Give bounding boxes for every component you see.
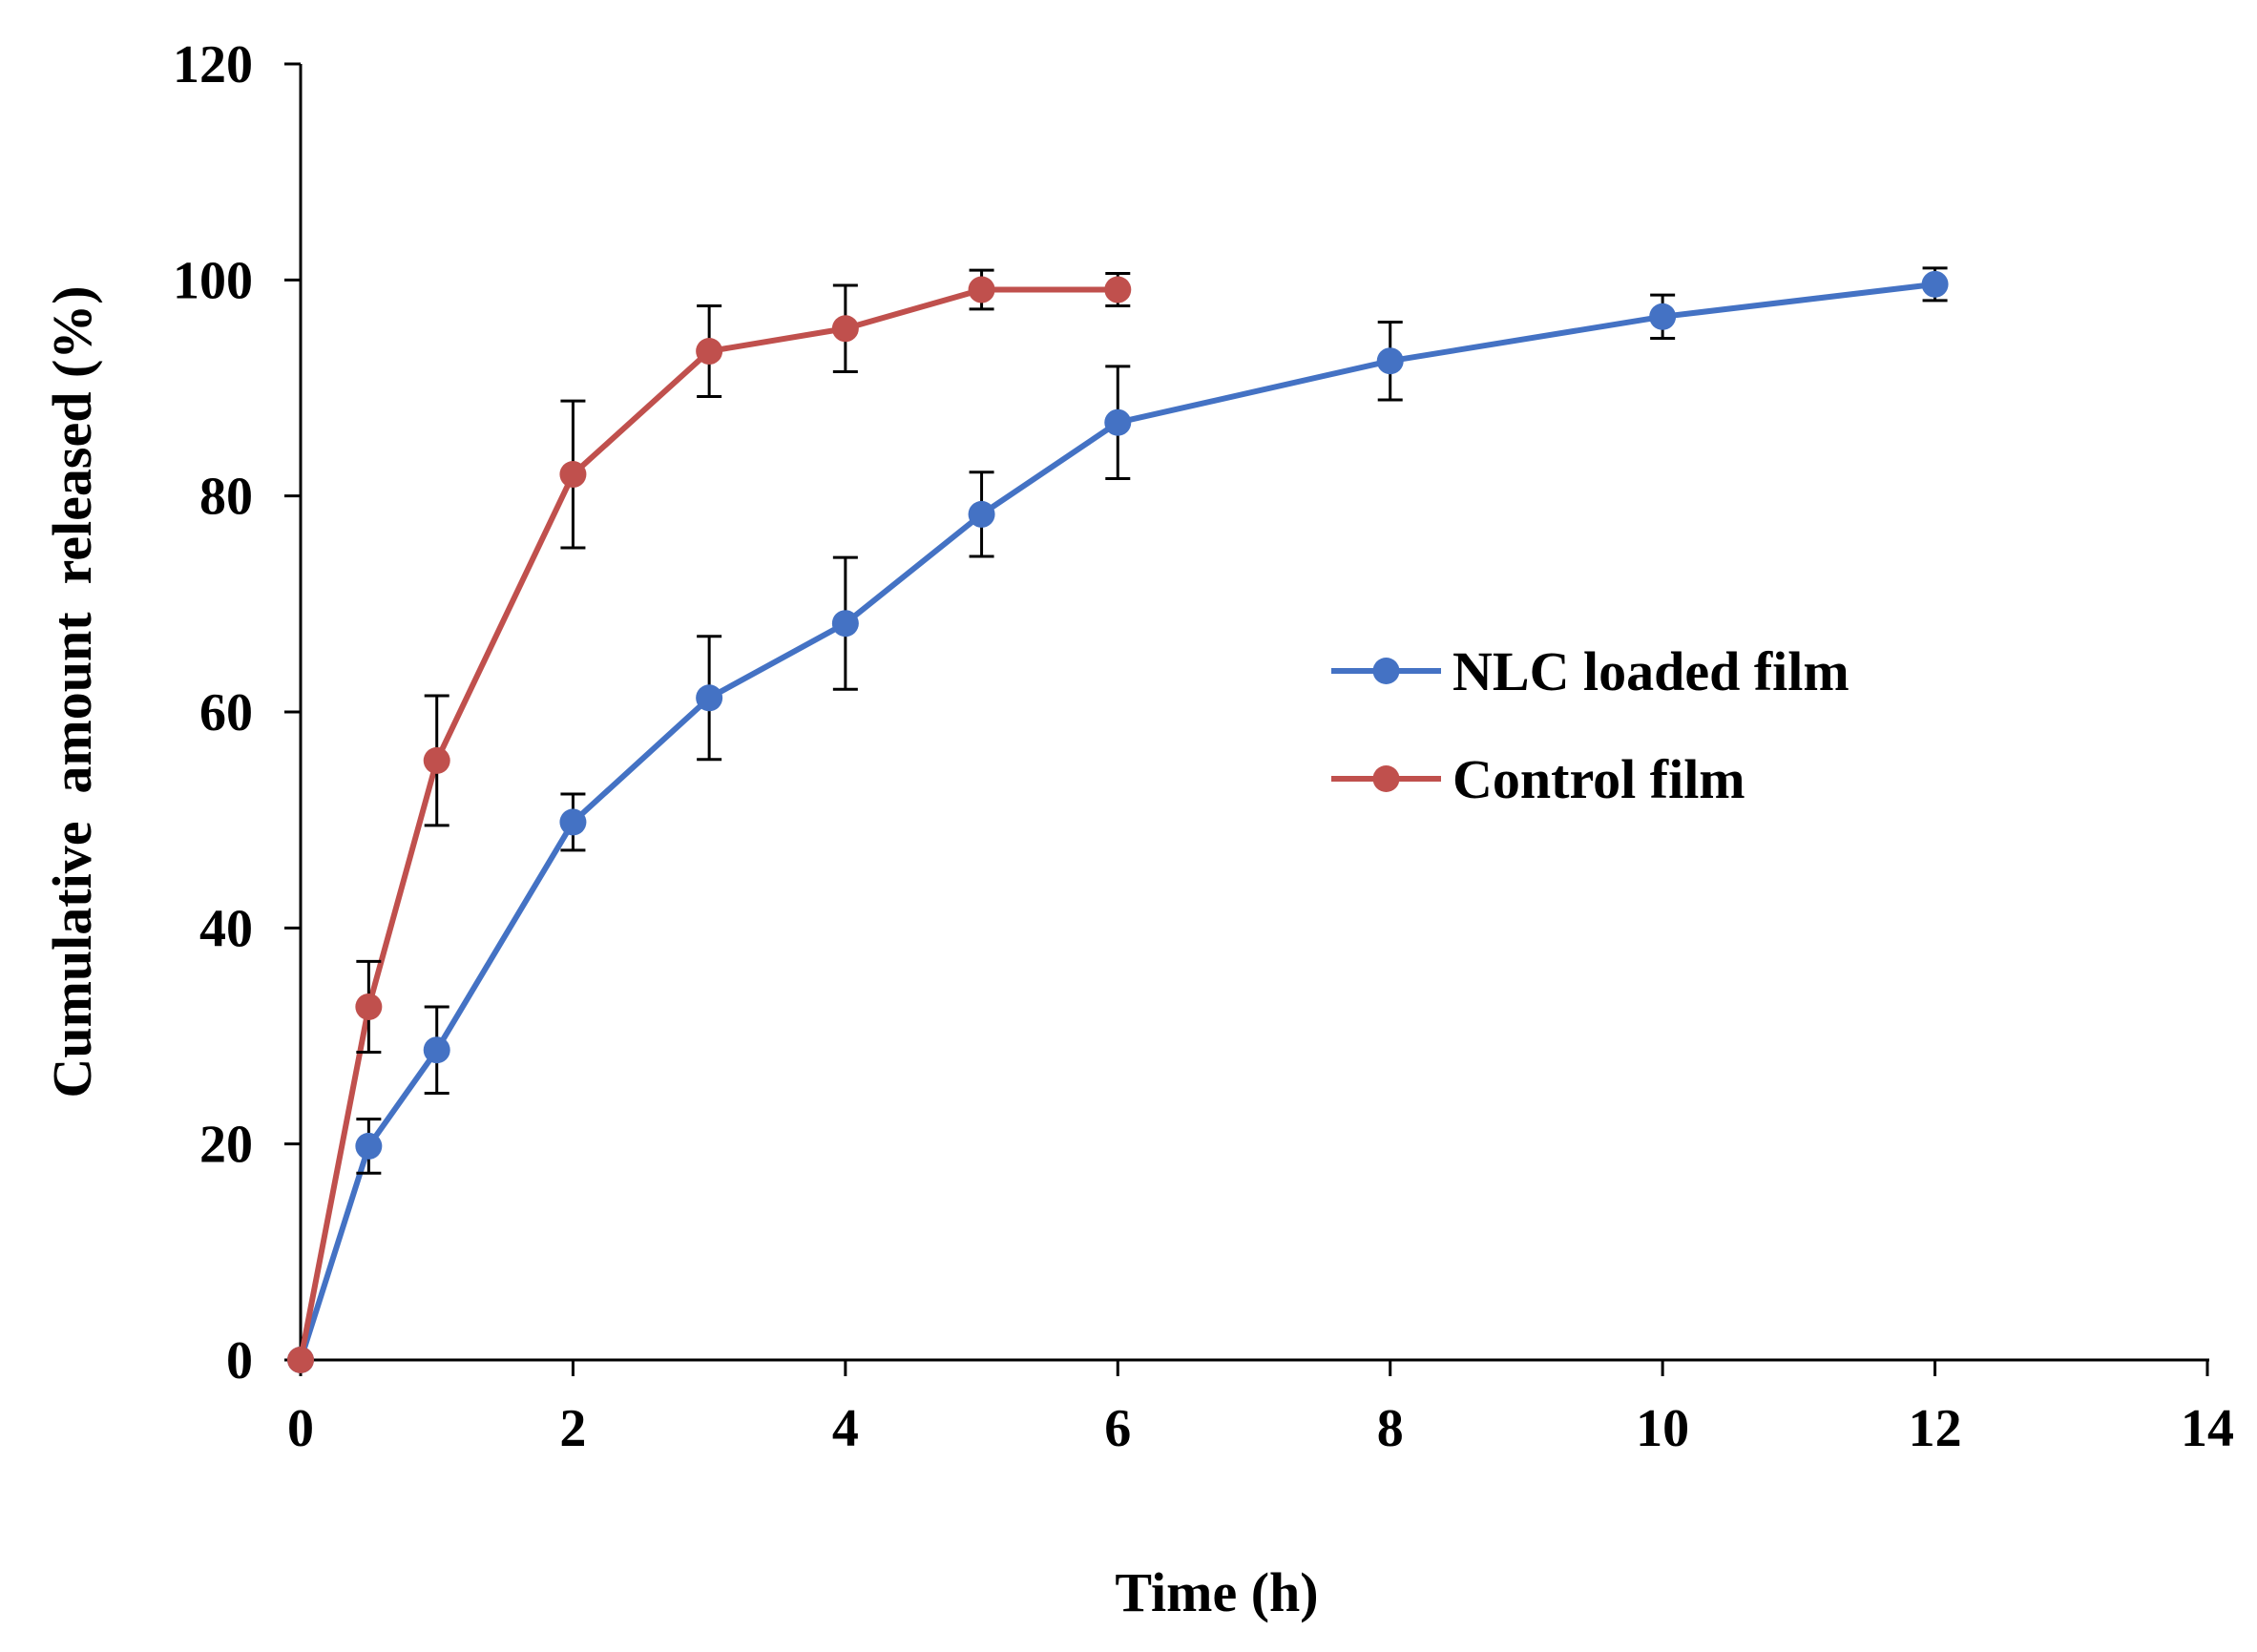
y-tick-label: 100 (173, 251, 253, 310)
y-tick-label: 80 (199, 468, 253, 527)
data-point (1921, 270, 1949, 298)
plot-area (287, 266, 1949, 1373)
y-ticks: 0 20 40 60 80 100 120 (173, 35, 301, 1391)
data-point (968, 276, 995, 303)
x-axis-title: Time (h) (1115, 1561, 1318, 1623)
data-point (287, 1347, 314, 1373)
data-point (355, 1132, 383, 1160)
axes (299, 64, 2209, 1362)
x-tick-label: 6 (1104, 1399, 1131, 1458)
data-point (968, 500, 995, 528)
x-tick-label: 14 (2181, 1399, 2234, 1458)
x-tick-label: 10 (1636, 1399, 1689, 1458)
series-1 (287, 266, 1949, 1373)
y-tick-label: 20 (199, 1116, 253, 1175)
y-axis-title: Cumulative amount released (%) (41, 285, 103, 1098)
series-2 (287, 268, 1132, 1373)
data-point (1104, 408, 1132, 436)
data-point (423, 1036, 450, 1064)
x-tick-label: 12 (1909, 1399, 1962, 1458)
x-tick-label: 8 (1377, 1399, 1404, 1458)
x-tick-label: 2 (559, 1399, 586, 1458)
data-point (1376, 347, 1404, 375)
legend: NLC loaded film Control film (1331, 640, 1849, 810)
legend-label: NLC loaded film (1452, 640, 1849, 702)
data-point (831, 610, 859, 638)
data-point (423, 746, 450, 774)
legend-marker (1372, 658, 1400, 684)
legend-item: Control film (1331, 748, 1745, 810)
y-tick-label: 120 (173, 35, 253, 94)
x-tick-label: 4 (832, 1399, 859, 1458)
x-tick-label: 0 (287, 1399, 314, 1458)
y-tick-label: 0 (226, 1331, 253, 1391)
y-tick-label: 60 (199, 683, 253, 742)
series-line (298, 286, 1118, 1361)
data-point (696, 338, 723, 366)
x-ticks: 0 2 4 6 8 10 12 14 (287, 1360, 2234, 1458)
data-point (559, 461, 587, 489)
data-point (355, 993, 383, 1020)
data-point (559, 808, 587, 836)
data-point (696, 684, 723, 712)
y-tick-label: 40 (199, 899, 253, 958)
legend-item: NLC loaded film (1331, 640, 1849, 702)
legend-label: Control film (1452, 748, 1745, 810)
data-point (1104, 276, 1132, 303)
data-point (831, 315, 859, 343)
legend-marker (1372, 765, 1400, 792)
data-point (1649, 303, 1677, 330)
